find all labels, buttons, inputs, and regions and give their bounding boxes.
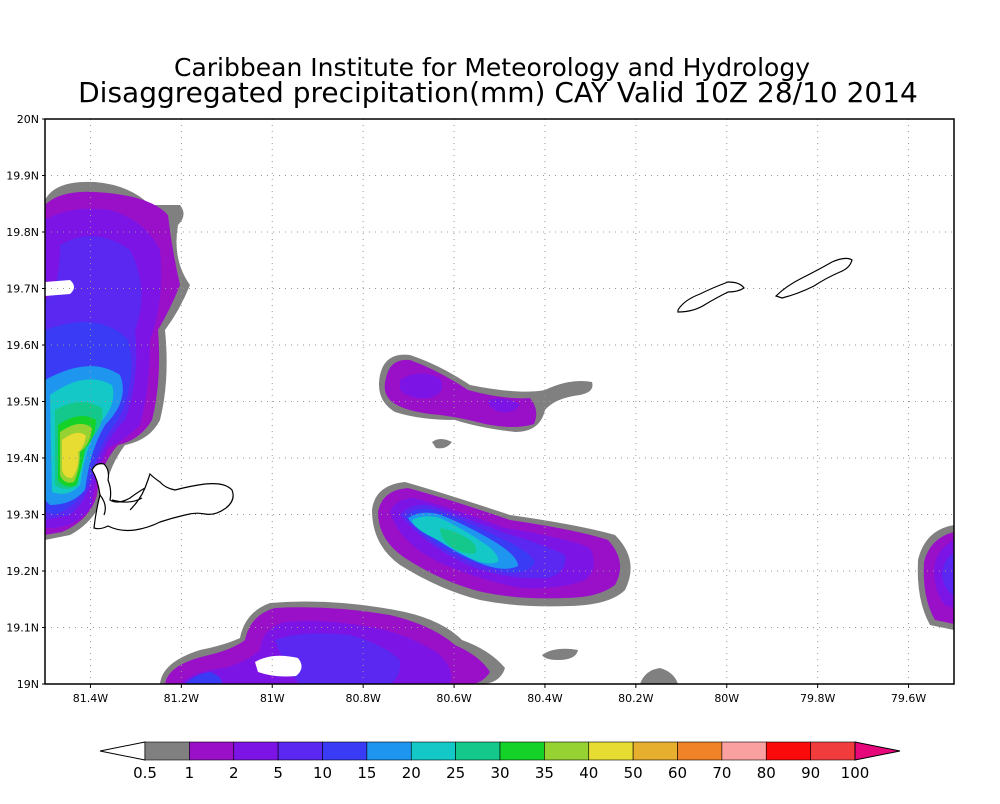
lon-tick-label: 81.2W: [164, 692, 199, 705]
lat-tick-label: 19.8N: [6, 226, 39, 239]
colorbar-label: 10: [313, 764, 332, 782]
lat-tick-label: 19.4N: [6, 452, 39, 465]
precip-cell-central-north: [379, 354, 593, 449]
lat-tick-label: 19N: [17, 678, 39, 691]
cayman-brac-outline: [774, 257, 853, 299]
institute-title: Caribbean Institute for Meteorology and …: [174, 53, 810, 82]
precip-cell-south: [160, 601, 678, 684]
grand-cayman-north-sound: [99, 487, 146, 516]
colorbar-swatch: [765, 741, 811, 761]
precip-cell-central: [372, 482, 631, 660]
lat-tick-label: 20N: [17, 113, 39, 126]
colorbar-label: 15: [357, 764, 376, 782]
precip-cell-east: [917, 525, 954, 630]
colorbar-swatch: [632, 741, 678, 761]
colorbar-swatch: [366, 741, 412, 761]
lat-tick-label: 19.9N: [6, 170, 39, 183]
lon-tick-label: 79.8W: [800, 692, 835, 705]
colorbar-label: 35: [535, 764, 554, 782]
colorbar-label: 20: [402, 764, 421, 782]
colorbar-label: 0.5: [133, 764, 157, 782]
colorbar-label: 50: [624, 764, 643, 782]
grand-cayman-outline: [91, 463, 234, 532]
lat-tick-label: 19.1N: [6, 622, 39, 635]
colorbar-swatch: [410, 741, 456, 761]
map-gridlines: [45, 119, 954, 684]
colorbar-swatch: [810, 741, 856, 761]
colorbar-swatch: [144, 741, 190, 761]
colorbar-swatch: [721, 741, 767, 761]
colorbar-label: 90: [801, 764, 820, 782]
lat-tick-label: 19.7N: [6, 283, 39, 296]
colorbar-swatch: [588, 741, 634, 761]
colorbar-min-triangle: [99, 741, 146, 761]
lon-tick-label: 80W: [714, 692, 739, 705]
colorbar-label: 1: [185, 764, 195, 782]
colorbar-label: 100: [841, 764, 870, 782]
lat-tick-label: 19.2N: [6, 565, 39, 578]
latitude-labels: 19N 19.1N 19.2N 19.3N 19.4N 19.5N 19.6N 19.7N 19…: [6, 113, 45, 691]
colorbar-swatch: [499, 741, 545, 761]
colorbar-swatch: [277, 741, 323, 761]
little-cayman-outline: [677, 281, 745, 313]
colorbar-swatch: [189, 741, 235, 761]
lon-tick-label: 80.2W: [618, 692, 653, 705]
lon-tick-label: 79.6W: [891, 692, 926, 705]
colorbar-swatch: [544, 741, 590, 761]
colorbar-label: 5: [273, 764, 283, 782]
longitude-labels: 81.4W 81.2W 81W 80.8W 80.6W 80.4W 80.2W 80W 79.8…: [73, 684, 926, 705]
lat-tick-label: 19.3N: [6, 509, 39, 522]
colorbar-swatch: [677, 741, 723, 761]
colorbar-swatch: [233, 741, 279, 761]
lat-tick-label: 19.5N: [6, 396, 39, 409]
colorbar-label: 80: [757, 764, 776, 782]
precip-cell-west: [45, 181, 190, 540]
colorbar: 0.5 1 2 5 10 15 20 25 30 35 40 50 60 70 80 90 100: [99, 741, 901, 782]
precip-field: [45, 181, 954, 684]
colorbar-label: 40: [579, 764, 598, 782]
lon-tick-label: 80.6W: [436, 692, 471, 705]
colorbar-label: 2: [229, 764, 239, 782]
colorbar-swatch: [455, 741, 501, 761]
colorbar-label: 25: [446, 764, 465, 782]
colorbar-label: 60: [668, 764, 687, 782]
map-title: Disaggregated precipitation(mm) CAY Vali…: [78, 76, 918, 109]
lon-tick-label: 81.4W: [73, 692, 108, 705]
lon-tick-label: 81W: [260, 692, 285, 705]
lon-tick-label: 80.4W: [527, 692, 562, 705]
lon-tick-label: 80.8W: [345, 692, 380, 705]
colorbar-label: 30: [490, 764, 509, 782]
colorbar-max-triangle: [854, 741, 901, 761]
island-outlines: [91, 257, 853, 532]
lat-tick-label: 19.6N: [6, 339, 39, 352]
colorbar-label: 70: [712, 764, 731, 782]
colorbar-swatch: [322, 741, 368, 761]
